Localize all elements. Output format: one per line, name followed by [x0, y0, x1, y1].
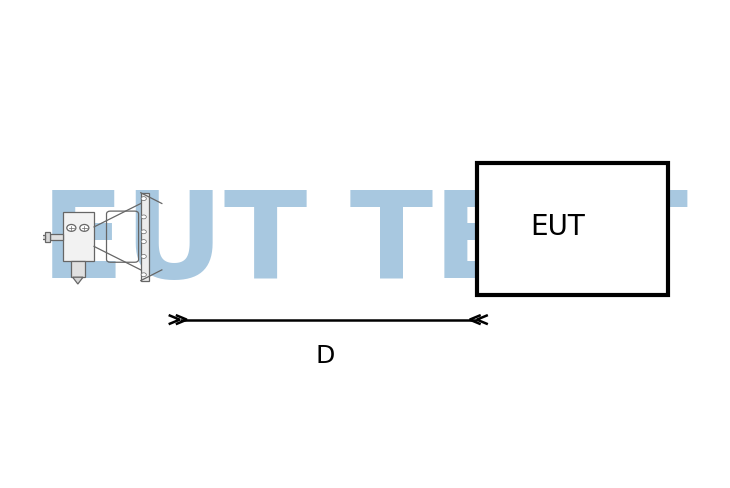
- Circle shape: [141, 240, 146, 244]
- Circle shape: [67, 224, 76, 231]
- Bar: [63, 212, 94, 261]
- Circle shape: [141, 215, 146, 219]
- Text: EUT: EUT: [530, 213, 585, 241]
- Bar: [37, 235, 45, 239]
- Bar: [477, 163, 668, 295]
- Circle shape: [141, 230, 146, 234]
- Bar: [71, 261, 85, 277]
- Text: EUT TEST: EUT TEST: [41, 185, 688, 303]
- Circle shape: [141, 254, 146, 259]
- Bar: [45, 232, 50, 242]
- Polygon shape: [73, 277, 83, 284]
- Circle shape: [141, 197, 146, 201]
- Bar: [50, 233, 63, 240]
- Circle shape: [80, 224, 89, 231]
- Bar: [141, 193, 149, 281]
- Text: D: D: [316, 344, 335, 368]
- Circle shape: [141, 273, 146, 277]
